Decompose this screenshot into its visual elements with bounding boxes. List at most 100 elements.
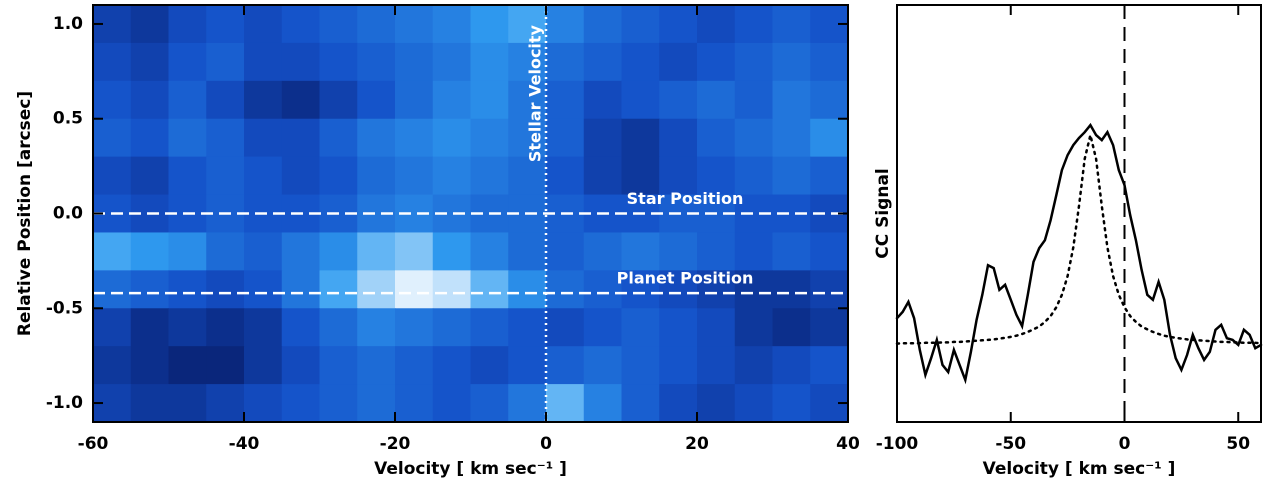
heat-cell [659,232,698,271]
x-tick-label: -60 [78,434,109,454]
heat-cell [697,156,736,196]
heat-cell [244,156,283,196]
x-tick-label: -40 [229,434,260,454]
heat-cell [470,80,509,120]
heat-cell [621,232,660,271]
heat-cell [583,384,622,423]
heat-cell [470,384,509,423]
heat-cell [130,346,169,385]
heat-cell [432,270,471,309]
heat-cell [168,156,207,196]
heat-cell [697,5,736,44]
heat-cell [130,5,169,44]
heat-cell [281,80,320,120]
heat-cell [470,156,509,196]
heat-cell [281,232,320,271]
heat-cell [395,270,434,309]
heat-cell [470,232,509,271]
heat-cell [470,346,509,385]
heat-cell [168,5,207,44]
heat-cell [206,308,245,347]
heat-cell [432,156,471,196]
x-tick-label: 0 [1119,434,1131,454]
heat-cell [734,80,773,120]
heat-cell [357,232,396,271]
heat-cell [130,156,169,196]
heat-cell [772,270,811,309]
heat-cell [130,80,169,120]
heat-cell [659,42,698,82]
heat-cell [93,346,132,385]
heat-cell [130,42,169,82]
heat-cell [583,346,622,385]
heat-cell [357,384,396,423]
heat-cell [546,384,585,423]
heat-cell [432,308,471,347]
heat-cell [772,80,811,120]
heat-cell [244,232,283,271]
heat-cell [772,5,811,44]
heat-cell [395,80,434,120]
heat-cell [734,5,773,44]
heat-cell [395,384,434,423]
heat-cell [395,308,434,347]
heat-cell [508,270,547,309]
heat-cell [546,42,585,82]
heat-cell [244,118,283,158]
heat-cell [508,384,547,423]
heat-cell [168,118,207,158]
heat-cell [319,5,358,44]
heat-cell [546,270,585,309]
heat-cell [734,156,773,196]
heat-cell [734,346,773,385]
heat-cell [810,308,849,347]
heat-cell [697,80,736,120]
y-tick-label: 1.0 [53,14,83,34]
heat-cell [659,308,698,347]
heat-cell [772,346,811,385]
heat-cell [621,346,660,385]
heat-cell [772,156,811,196]
heat-cell [168,42,207,82]
heat-cell [168,384,207,423]
heat-cell [432,5,471,44]
heat-cell [244,308,283,347]
heat-cell [357,346,396,385]
heat-cell [734,384,773,423]
heat-cell [659,80,698,120]
heat-cell [93,42,132,82]
heat-cell [319,308,358,347]
annotation: Star Position [627,189,744,208]
heat-cell [206,232,245,271]
heat-cell [130,118,169,158]
heat-cell [319,118,358,158]
heat-cell [319,42,358,82]
heat-cell [395,5,434,44]
heat-cell [168,80,207,120]
heat-cell [432,384,471,423]
heat-cell [244,270,283,309]
plot-frame [896,4,1262,423]
heat-cell [508,308,547,347]
heat-cell [583,308,622,347]
heat-cell [357,156,396,196]
heat-cell [734,308,773,347]
heat-cell [206,384,245,423]
heat-cell [659,118,698,158]
heat-cell [697,270,736,309]
heat-cell [281,42,320,82]
heat-cell [470,308,509,347]
heat-cell [621,270,660,309]
heat-cell [659,5,698,44]
heat-cell [168,270,207,309]
heat-cell [281,156,320,196]
heat-cell [281,308,320,347]
x-tick-label: 20 [685,434,709,454]
heat-cell [395,118,434,158]
heat-cell [319,270,358,309]
heat-cell [130,270,169,309]
heat-cell [734,270,773,309]
heat-cell [697,118,736,158]
heat-cell [470,118,509,158]
x-tick-label: 40 [836,434,860,454]
